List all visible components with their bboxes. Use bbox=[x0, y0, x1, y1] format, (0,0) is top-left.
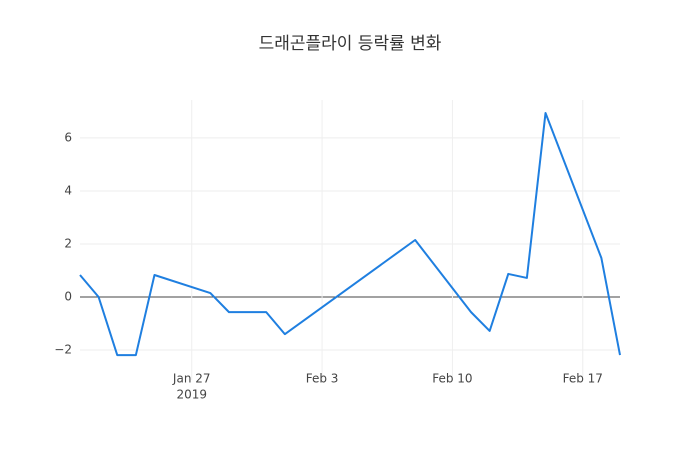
y-tick-label: 0 bbox=[64, 290, 72, 304]
y-tick-label: 2 bbox=[64, 236, 72, 250]
y-tick-label: −2 bbox=[54, 343, 72, 357]
chart-title: 드래곤플라이 등락률 변화 bbox=[259, 34, 442, 54]
x-tick-label: Jan 27 bbox=[172, 372, 211, 386]
x-tick-year: 2019 bbox=[176, 388, 207, 402]
line bbox=[79, 111, 621, 357]
x-tick-label: Feb 17 bbox=[563, 372, 603, 386]
x-tick-label: Feb 10 bbox=[432, 372, 472, 386]
y-tick-label: 4 bbox=[64, 183, 72, 197]
y-tick-label: 6 bbox=[64, 130, 72, 144]
x-tick-label: Feb 3 bbox=[306, 372, 339, 386]
